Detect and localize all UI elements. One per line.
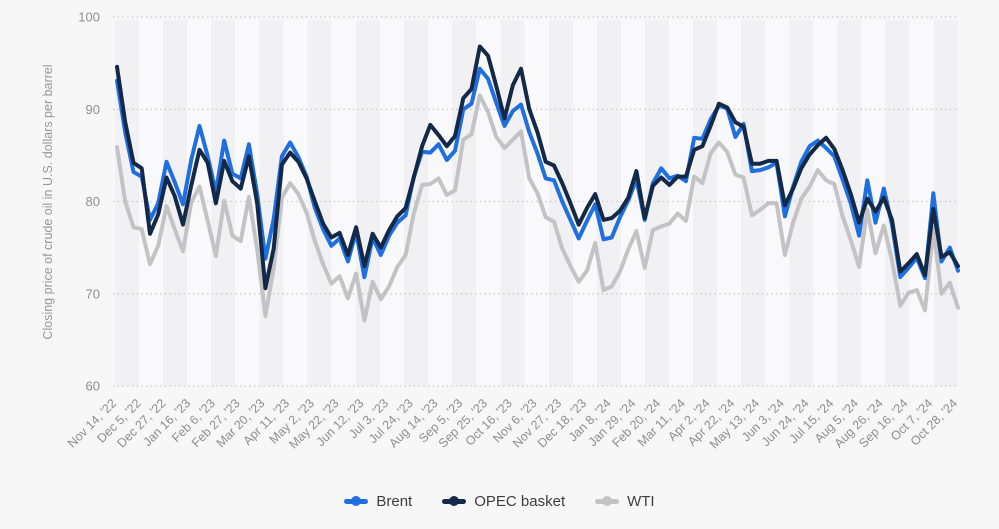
y-tick-label: 100: [78, 10, 100, 25]
series-line-wti[interactable]: [115, 93, 960, 323]
y-tick-label: 60: [86, 379, 100, 394]
legend-label: Brent: [376, 492, 413, 510]
legend-line-dot-icon: [442, 496, 467, 506]
legend-label: OPEC basket: [474, 492, 566, 510]
legend-item-brent[interactable]: Brent: [344, 493, 412, 510]
legend-item-opec-basket[interactable]: OPEC basket: [442, 493, 565, 510]
legend-line-dot-icon: [344, 496, 369, 506]
y-axis-title: Closing price of crude oil in U.S. dolla…: [41, 64, 55, 339]
y-tick-label: 70: [86, 286, 100, 301]
series-lines: [115, 44, 960, 323]
legend: Brent OPEC basket WTI: [0, 484, 999, 518]
legend-label: WTI: [627, 492, 655, 510]
legend-item-wti[interactable]: WTI: [595, 493, 655, 510]
series-line-opec-basket[interactable]: [115, 44, 960, 291]
y-tick-label: 90: [86, 102, 100, 117]
legend-line-dot-icon: [595, 496, 620, 506]
background-stripes: [115, 20, 958, 386]
y-tick-label: 80: [86, 194, 100, 209]
y-axis-tick-labels: 100 90 80 70 60: [78, 10, 100, 394]
